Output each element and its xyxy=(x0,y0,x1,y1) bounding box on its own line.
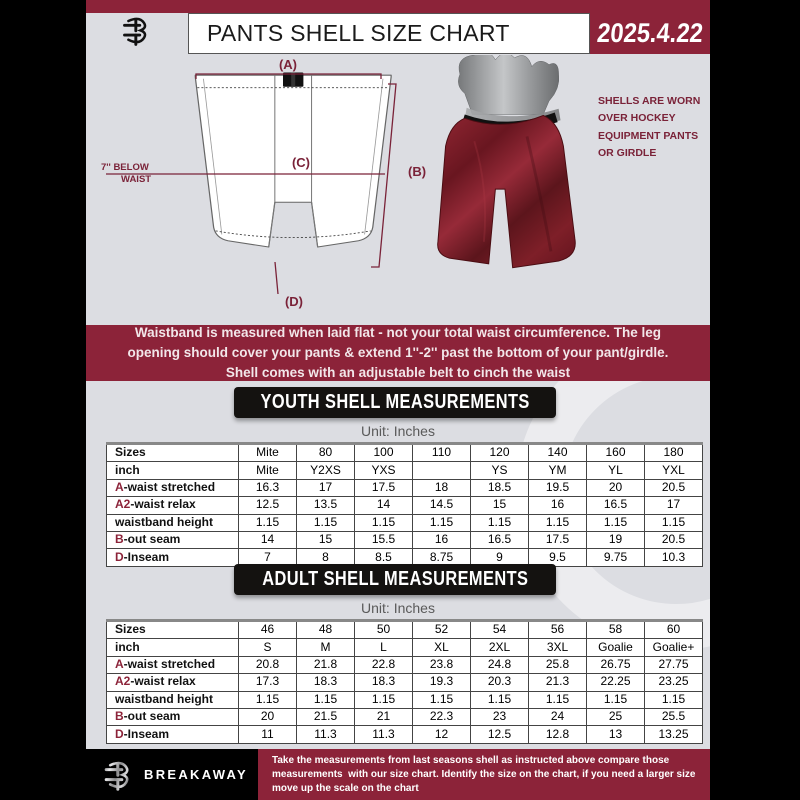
svg-text:(B): (B) xyxy=(408,164,426,179)
svg-text:7'' BELOW: 7'' BELOW xyxy=(101,162,149,173)
svg-text:(D): (D) xyxy=(285,294,303,309)
svg-text:(C): (C) xyxy=(292,155,310,170)
svg-text:(A): (A) xyxy=(279,57,297,72)
svg-text:WAIST: WAIST xyxy=(121,174,151,185)
